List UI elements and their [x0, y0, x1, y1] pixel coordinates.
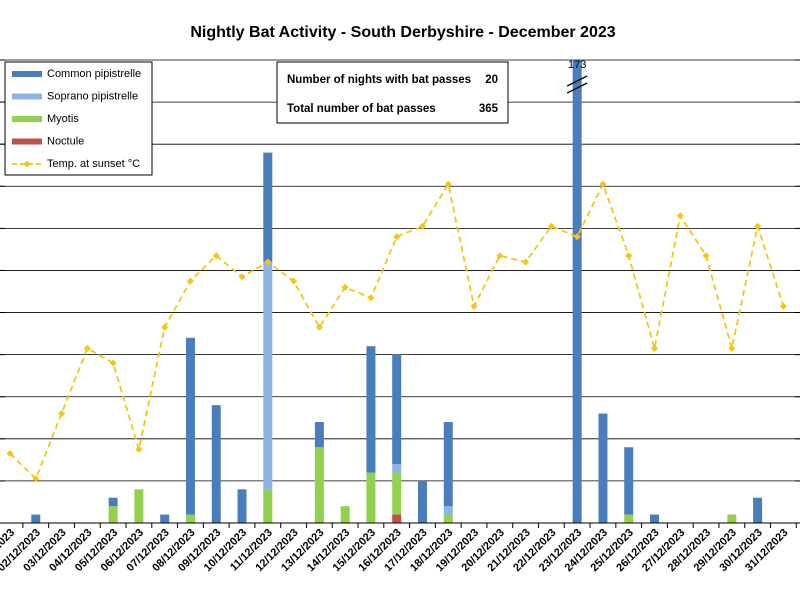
bar [31, 514, 41, 523]
temp-marker [367, 294, 375, 302]
legend-swatch [23, 160, 31, 168]
temp-marker [32, 475, 40, 483]
temp-marker [702, 252, 710, 260]
temperature-line [6, 180, 787, 483]
temp-marker [470, 302, 478, 310]
bar [650, 514, 659, 523]
bar [753, 497, 763, 523]
bar [160, 514, 170, 523]
value-label: 173 [568, 59, 586, 71]
legend-label: Soprano pipistrelle [47, 90, 138, 102]
legend: Common pipistrelle Soprano pipistrelle Myo… [4, 61, 153, 176]
bar [314, 447, 324, 523]
bar [185, 337, 195, 515]
bar [366, 346, 376, 473]
bar [727, 514, 737, 523]
temp-marker [728, 344, 736, 352]
stats-frame [276, 61, 509, 124]
bar [392, 464, 402, 473]
temp-marker [547, 222, 555, 230]
bar [211, 405, 221, 523]
temp-marker [264, 258, 272, 266]
bar [134, 489, 144, 523]
temp-marker [496, 252, 504, 260]
legend-swatch [12, 93, 42, 100]
legend-label: Noctule [47, 135, 84, 147]
bar [340, 506, 350, 523]
temp-marker [341, 283, 349, 291]
temp-marker [393, 233, 401, 241]
bar [598, 413, 608, 523]
temp-marker [625, 252, 633, 260]
bar [263, 489, 273, 523]
temp-marker [109, 359, 117, 367]
bar [314, 421, 324, 448]
bar [108, 497, 118, 507]
temp-marker [186, 277, 194, 285]
temp-marker [315, 323, 323, 331]
bar [624, 514, 634, 523]
axis-break [566, 82, 588, 94]
bar [263, 152, 273, 263]
bar [108, 506, 118, 523]
bar [392, 472, 402, 515]
stat-value: 365 [479, 103, 499, 115]
temp-marker [573, 233, 581, 241]
temp-marker [599, 180, 607, 188]
bars [31, 60, 763, 523]
temp-marker [444, 180, 452, 188]
bar [392, 354, 402, 465]
bar [417, 480, 427, 523]
temp-marker [651, 344, 658, 352]
stats-box: Number of nights with bat passes 20 Total … [276, 61, 509, 124]
legend-swatch [12, 138, 42, 145]
temp-marker [83, 344, 91, 352]
temp-marker [161, 323, 169, 331]
stat-label: Number of nights with bat passes [287, 74, 471, 86]
bar [572, 60, 582, 523]
temp-marker [212, 252, 220, 260]
temp-marker [779, 302, 787, 310]
temp-marker [238, 273, 246, 281]
bar [443, 514, 453, 523]
temp-marker [754, 222, 762, 230]
bar [263, 262, 273, 490]
temp-marker [522, 258, 530, 266]
temp-marker [418, 222, 426, 230]
bar [185, 514, 195, 523]
bar [392, 514, 402, 523]
temp-marker [290, 277, 298, 285]
bar [443, 506, 453, 515]
chart-title: Nightly Bat Activity - South Derbyshire … [190, 24, 615, 41]
temp-marker [58, 410, 66, 418]
bar [237, 489, 247, 523]
legend-swatch [12, 116, 42, 122]
bar [443, 421, 453, 507]
stat-label: Total number of bat passes [287, 103, 436, 115]
legend-label: Myotis [47, 113, 79, 125]
bar [624, 447, 634, 515]
bar [366, 472, 376, 523]
stat-value: 20 [485, 74, 498, 86]
legend-label: Common pipistrelle [47, 68, 141, 80]
axis-break [566, 75, 588, 87]
legend-swatch [12, 71, 42, 77]
temp-marker [6, 450, 14, 458]
temp-marker [135, 445, 143, 453]
temp-marker [676, 212, 684, 220]
legend-label: Temp. at sunset °C [47, 158, 140, 170]
